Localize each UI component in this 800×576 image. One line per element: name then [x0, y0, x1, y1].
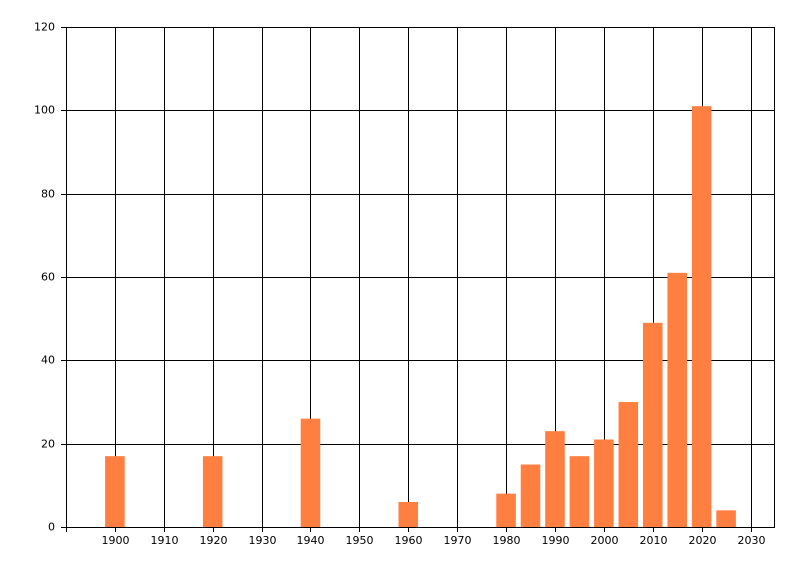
x-tick-label: 1920 — [200, 534, 228, 547]
x-tick-label: 1960 — [395, 534, 423, 547]
y-tick-label: 40 — [41, 354, 55, 367]
x-tick-label: 1970 — [444, 534, 472, 547]
bar — [716, 510, 736, 527]
y-tick-label: 100 — [34, 104, 55, 117]
x-tick-label: 2000 — [591, 534, 619, 547]
bar — [691, 106, 712, 528]
bar — [618, 402, 639, 527]
x-tick-label: 1910 — [151, 534, 179, 547]
bar — [105, 456, 125, 527]
x-tick-label: 1940 — [297, 534, 325, 547]
x-tick-label: 1990 — [542, 534, 570, 547]
y-tick-label: 120 — [34, 21, 55, 34]
bar — [398, 502, 419, 527]
y-tick-label: 60 — [41, 271, 55, 284]
y-tick-label: 0 — [48, 521, 55, 534]
y-tick-label: 20 — [41, 438, 55, 451]
bar — [642, 322, 663, 527]
x-tick-label: 1950 — [346, 534, 374, 547]
bar — [520, 464, 541, 527]
x-tick-label: 1980 — [493, 534, 521, 547]
x-tick-label: 1900 — [102, 534, 130, 547]
bar — [300, 418, 321, 527]
bar — [496, 493, 516, 527]
bar — [569, 456, 590, 527]
x-tick-label: 1930 — [249, 534, 277, 547]
x-tick-label: 2030 — [738, 534, 766, 547]
bar — [594, 439, 614, 527]
bar — [545, 431, 565, 527]
bar — [667, 272, 687, 527]
x-tick-label: 2020 — [689, 534, 717, 547]
bar — [202, 456, 223, 527]
x-tick-label: 2010 — [640, 534, 668, 547]
y-tick-label: 80 — [41, 188, 55, 201]
